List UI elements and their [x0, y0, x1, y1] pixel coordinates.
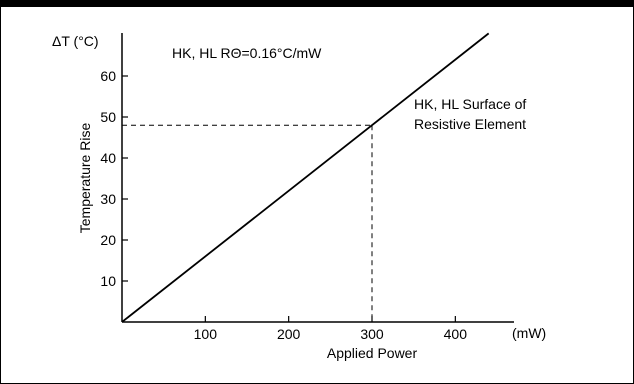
x-tick-label: 400 [444, 326, 468, 342]
x-tick-group: 100 200 300 400 [194, 316, 468, 342]
surface-annotation-line2: Resistive Element [414, 116, 526, 132]
y-tick-group: 10 20 30 40 50 60 [100, 68, 128, 289]
x-tick-label: 200 [277, 326, 301, 342]
x-tick-label: 300 [360, 326, 384, 342]
series-group [121, 32, 490, 323]
header-bar [0, 0, 634, 7]
y-tick-label: 30 [100, 191, 116, 207]
chart-axes [121, 33, 514, 323]
y-tick-label: 60 [100, 68, 116, 84]
x-unit-label: (mW) [512, 325, 546, 341]
spec-annotation: HK, HL RΘ=0.16°C/mW [172, 45, 322, 61]
y-unit-label: ΔT (°C) [52, 33, 99, 49]
surface-annotation-line1: HK, HL Surface of [414, 96, 526, 112]
x-tick-label: 100 [194, 326, 218, 342]
y-tick-label: 10 [100, 273, 116, 289]
x-axis-label: Applied Power [327, 345, 418, 361]
y-tick-label: 50 [100, 109, 116, 125]
y-axis-label: Temperature Rise [77, 123, 93, 234]
y-tick-label: 20 [100, 232, 116, 248]
reference-guides [122, 124, 373, 322]
series-line [121, 32, 490, 323]
y-tick-label: 40 [100, 150, 116, 166]
